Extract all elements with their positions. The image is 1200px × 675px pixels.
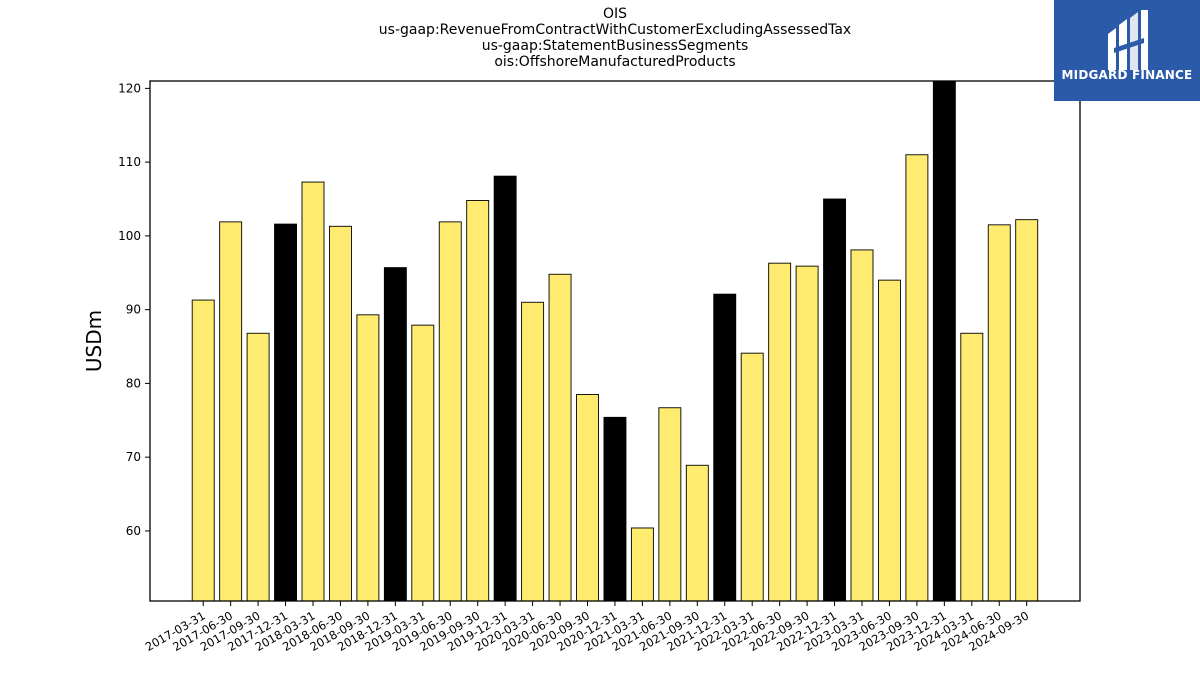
bar: [329, 225, 352, 601]
bar: [960, 332, 984, 601]
midgard-logo-icon: [1108, 10, 1148, 70]
chart-title-block: OIS us-gaap:RevenueFromContractWithCusto…: [0, 6, 1200, 70]
chart-subtitle-concept: us-gaap:RevenueFromContractWithCustomerE…: [378, 22, 852, 38]
bar-series: [191, 81, 1039, 601]
bar: [411, 324, 435, 601]
x-axis-ticks: 2017-03-312017-06-302017-09-302017-12-31…: [143, 601, 1031, 654]
bar: [246, 332, 270, 601]
y-tick-label: 60: [126, 524, 141, 538]
bar-year-end: [493, 175, 517, 601]
bar: [438, 221, 462, 601]
bar: [521, 301, 545, 601]
bar-year-end: [823, 198, 846, 601]
y-tick-label: 80: [126, 376, 141, 390]
bar: [301, 181, 325, 601]
y-tick-label: 90: [126, 303, 141, 317]
chart-subtitle-axis: us-gaap:StatementBusinessSegments: [481, 38, 749, 54]
y-tick-label: 70: [126, 450, 141, 464]
bar: [548, 273, 572, 601]
bar: [658, 407, 682, 601]
bar: [1015, 219, 1039, 601]
midgard-finance-logo: MIDGARD FINANCE: [1054, 0, 1200, 101]
bar: [576, 394, 599, 601]
logo-wordmark: MIDGARD FINANCE: [1061, 68, 1193, 82]
y-axis-ticks: 60 70 80 90 100 110 120: [118, 81, 150, 538]
chart-subtitle-member: ois:OffshoreManufacturedProducts: [494, 54, 736, 70]
bar: [987, 224, 1011, 601]
bar: [878, 279, 901, 601]
bar-year-end: [713, 293, 737, 601]
y-tick-label: 120: [118, 81, 141, 95]
bar: [191, 299, 215, 601]
y-axis-label: USDm: [82, 310, 106, 372]
y-tick-label: 100: [118, 229, 141, 243]
bar-year-end: [603, 416, 627, 601]
bar: [768, 262, 792, 601]
bar-year-end: [274, 223, 297, 601]
bar: [795, 265, 819, 601]
bar: [466, 200, 490, 601]
bar: [630, 527, 654, 601]
bar-year-end: [932, 81, 956, 601]
bar: [685, 464, 709, 601]
bar: [850, 249, 874, 601]
chart-title: OIS: [602, 6, 628, 22]
plot-frame: [149, 80, 1081, 602]
bar: [356, 314, 380, 601]
bar: [905, 154, 929, 601]
y-tick-label: 110: [118, 155, 141, 169]
bar: [740, 352, 764, 601]
bar: [219, 221, 243, 601]
bar-year-end: [383, 267, 407, 601]
